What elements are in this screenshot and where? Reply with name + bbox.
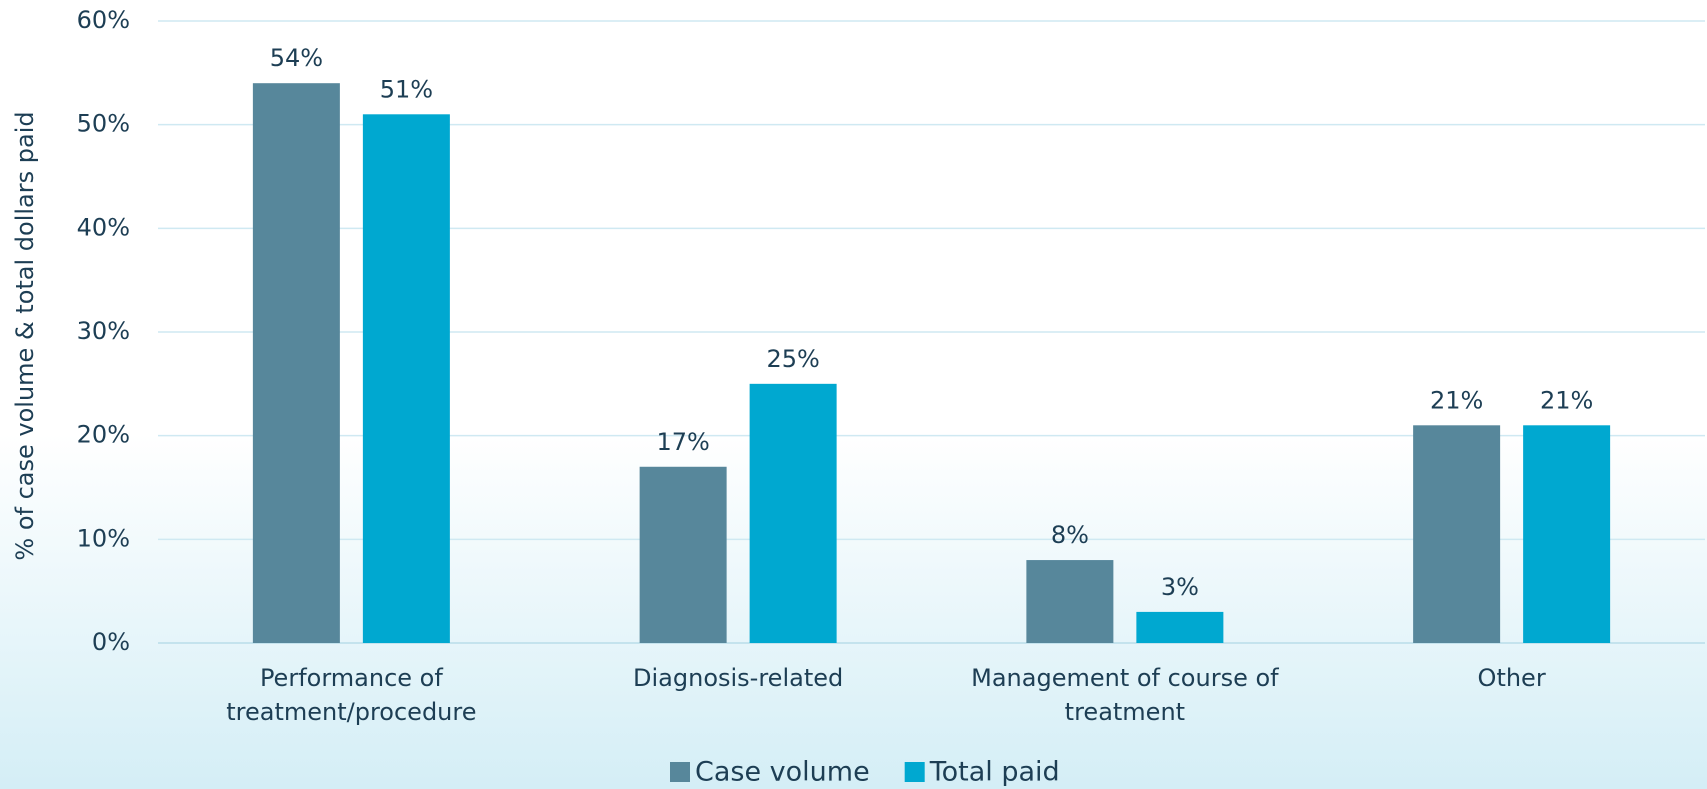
x-tick-label: Performance of treatment/procedure <box>226 664 477 726</box>
y-tick-label: 40% <box>77 213 130 241</box>
legend-swatch <box>670 762 690 782</box>
y-tick-label: 10% <box>77 524 130 552</box>
data-label: 3% <box>1161 573 1199 601</box>
data-label: 21% <box>1430 386 1483 414</box>
x-tick-label: Other <box>1477 664 1546 692</box>
bar <box>1413 425 1501 643</box>
bar <box>1136 611 1224 643</box>
bar <box>1026 560 1114 643</box>
legend-swatch <box>904 762 925 782</box>
y-tick-label: 30% <box>77 317 130 345</box>
y-tick-label: 20% <box>77 421 130 449</box>
data-label: 21% <box>1540 386 1593 414</box>
data-label: 51% <box>380 75 433 103</box>
data-label: 54% <box>270 44 323 72</box>
bar <box>252 83 340 643</box>
legend-label: Case volume <box>695 757 870 788</box>
y-tick-label: 0% <box>92 628 130 656</box>
y-tick-label: 60% <box>77 6 130 34</box>
y-axis-label: % of case volume & total dollars paid <box>11 111 39 560</box>
legend-label: Total paid <box>929 757 1060 788</box>
x-tick-label: Diagnosis-related <box>633 664 844 692</box>
y-tick-label: 50% <box>77 110 130 138</box>
bar <box>362 114 450 644</box>
bar <box>639 466 727 643</box>
data-label: 8% <box>1051 521 1089 549</box>
x-tick-label: Management of course of treatment <box>971 664 1279 726</box>
data-label: 25% <box>766 345 819 373</box>
data-label: 17% <box>656 428 709 456</box>
bar <box>749 383 837 643</box>
bar <box>1523 425 1611 643</box>
